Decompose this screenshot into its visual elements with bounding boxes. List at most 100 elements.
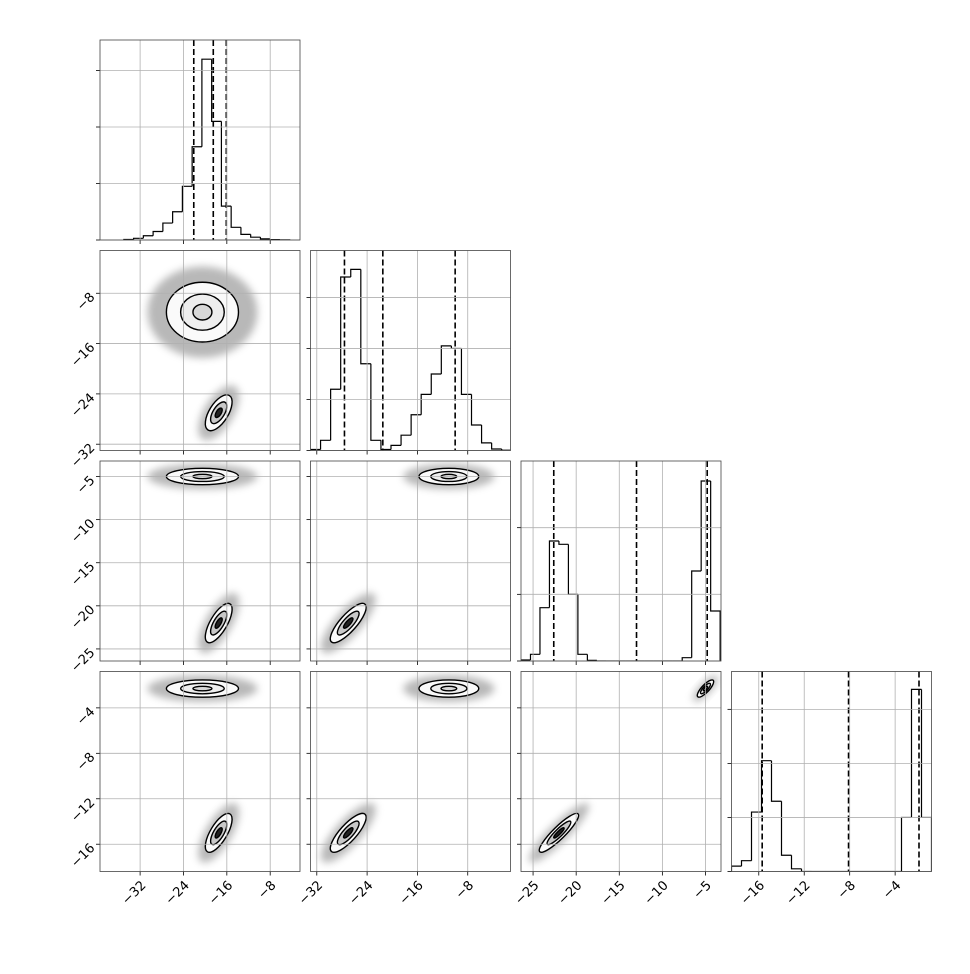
- histogram-bin: [391, 445, 401, 449]
- x-tick-label: −10: [642, 878, 672, 908]
- histogram-bin: [922, 689, 932, 871]
- x-tick-label: −24: [346, 878, 376, 908]
- x-tick-label: −8: [835, 878, 859, 902]
- x-tick-label: −5: [691, 878, 715, 902]
- histogram-bin: [134, 238, 144, 239]
- histogram-bin: [153, 232, 163, 236]
- histogram-bin: [782, 801, 792, 855]
- histogram-bin: [202, 59, 212, 147]
- panel: −32 −24 −16 −8: [296, 672, 510, 909]
- histogram-bin: [431, 374, 441, 394]
- histogram-bin: [371, 364, 381, 441]
- panel: −25 −20 −15 −10 −5: [512, 672, 721, 909]
- histogram-bin: [270, 239, 280, 240]
- panel-plot: [523, 672, 721, 868]
- histogram-bin: [752, 812, 762, 861]
- panel: −25 −20 −15 −10 −5: [68, 461, 300, 676]
- x-tick-label: −8: [255, 878, 279, 902]
- panel-plot: [313, 464, 494, 660]
- histogram-bin: [321, 440, 331, 449]
- x-tick-label: −25: [512, 878, 542, 908]
- histogram-bin: [441, 346, 451, 374]
- x-tick-label: −8: [453, 878, 477, 902]
- histogram-bin: [559, 541, 568, 544]
- contour-core: [441, 686, 457, 691]
- panel: [307, 461, 511, 665]
- histogram-bin: [762, 761, 772, 812]
- histogram-bin: [587, 654, 596, 660]
- y-tick-label: −5: [74, 473, 98, 497]
- histogram-bin: [331, 389, 341, 440]
- x-tick-label: −16: [738, 878, 768, 908]
- panel-frame: [521, 461, 721, 661]
- panel: −32 −24 −16 −8: [68, 251, 300, 471]
- histogram-bin: [711, 481, 720, 661]
- histogram-bin: [411, 415, 421, 435]
- histogram-bin: [802, 869, 812, 872]
- histogram-bin: [143, 236, 153, 239]
- histogram-bin: [482, 425, 492, 443]
- panel-plot: [313, 675, 494, 869]
- y-tick-label: −8: [74, 290, 98, 314]
- y-tick-label: −16: [68, 841, 98, 871]
- x-tick-label: −20: [555, 878, 585, 908]
- histogram-bin: [912, 689, 922, 817]
- histogram-bin: [241, 227, 251, 234]
- histogram-bin: [742, 861, 752, 866]
- panel-plot: [124, 40, 290, 240]
- y-tick-label: −12: [68, 795, 98, 825]
- panel: [307, 251, 512, 455]
- contour-core: [193, 686, 212, 691]
- histogram-bin: [701, 481, 710, 571]
- histogram-bin: [692, 571, 701, 658]
- histogram-bin: [540, 608, 549, 655]
- histogram-bin: [341, 277, 351, 389]
- y-tick-label: −32: [68, 441, 98, 471]
- panel-plot: [311, 251, 512, 451]
- x-tick-label: −12: [784, 878, 814, 908]
- panel-plot: [521, 461, 720, 661]
- y-tick-label: −15: [68, 559, 98, 589]
- y-tick-label: −16: [68, 340, 98, 370]
- panel-plot: [732, 672, 932, 872]
- histogram-bin: [732, 866, 742, 871]
- panel: −16 −12 −8 −4: [728, 672, 932, 909]
- y-tick-label: −10: [68, 516, 98, 546]
- histogram-bin: [173, 212, 183, 223]
- x-tick-label: −32: [119, 878, 149, 908]
- histogram-bin: [421, 394, 431, 414]
- histogram-bin: [792, 855, 802, 869]
- histogram-bin: [472, 394, 482, 425]
- histogram-bin: [361, 269, 371, 363]
- histogram-bin: [530, 654, 539, 660]
- histogram-bin: [260, 237, 270, 239]
- panel: [517, 461, 721, 665]
- y-tick-label: −8: [74, 750, 98, 774]
- panel-plot: [147, 675, 257, 868]
- x-tick-label: −4: [880, 878, 904, 902]
- y-tick-label: −25: [68, 646, 98, 676]
- x-tick-label: −16: [206, 878, 236, 908]
- contour-core: [193, 304, 212, 320]
- y-tick-label: −24: [68, 391, 98, 421]
- histogram-bin: [231, 206, 241, 227]
- histogram-bin: [902, 817, 912, 871]
- panel-plot: [147, 464, 257, 659]
- histogram-bin: [351, 269, 361, 277]
- histogram-bin: [492, 443, 502, 449]
- histogram-bin: [401, 435, 411, 445]
- x-tick-label: −24: [163, 878, 193, 908]
- y-tick-label: −20: [68, 603, 98, 633]
- histogram-bin: [578, 594, 587, 654]
- histogram-bin: [251, 234, 261, 237]
- panel: −32 −24 −16 −8 −16 −12 −8 −4: [68, 672, 300, 909]
- panel: [96, 40, 300, 244]
- x-tick-label: −32: [296, 878, 326, 908]
- x-tick-label: −16: [397, 878, 427, 908]
- histogram-bin: [163, 223, 173, 231]
- histogram-bin: [682, 658, 691, 661]
- histogram-bin: [772, 761, 782, 802]
- x-tick-label: −15: [599, 878, 629, 908]
- y-tick-label: −4: [74, 705, 98, 729]
